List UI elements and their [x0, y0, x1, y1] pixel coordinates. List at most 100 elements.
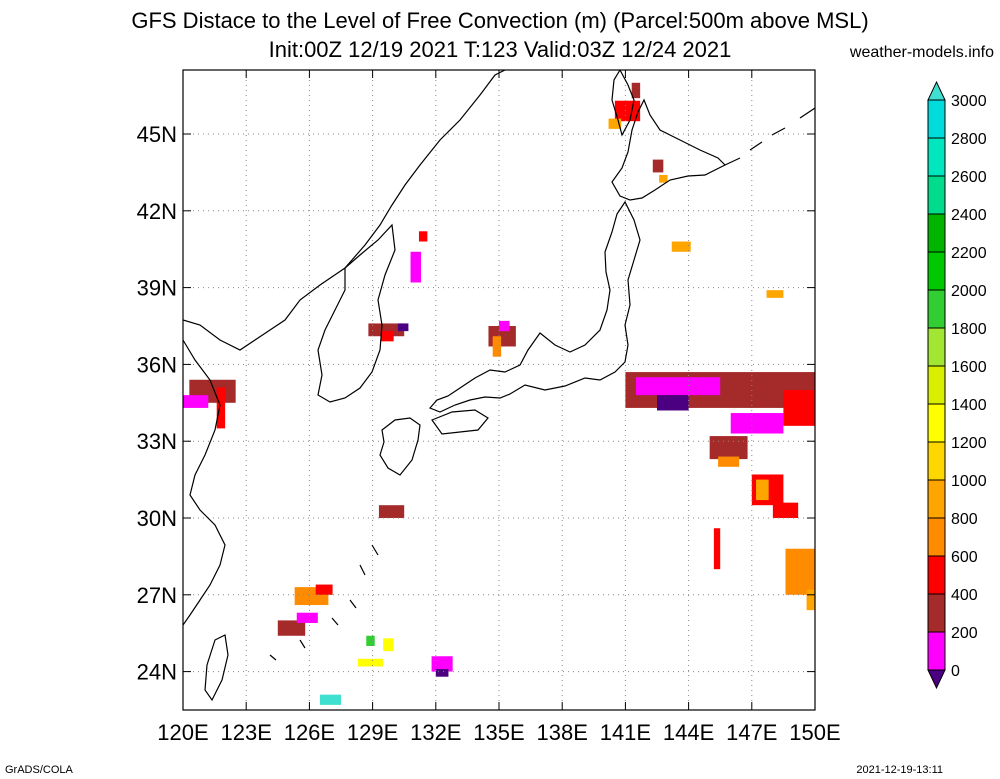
lon-label: 123E [221, 720, 272, 745]
lfc-cell-23 [806, 589, 815, 611]
colorbar-label: 2800 [951, 131, 987, 148]
lfc-cell-13 [657, 395, 689, 411]
colorbar-segment [927, 593, 946, 633]
lfc-cell-12 [635, 377, 721, 396]
map-subtitle: Init:00Z 12/19 2021 T:123 Valid:03Z 12/2… [0, 37, 1000, 63]
coastline-taiwan [204, 634, 229, 702]
lfc-cell-10 [499, 320, 510, 332]
lfc-cell-37 [435, 669, 449, 677]
lfc-cell-2 [216, 387, 226, 429]
colorbar-over [927, 80, 946, 101]
coastline-ryukyu [269, 544, 379, 661]
gridlines [183, 70, 815, 710]
colorbar-label: 600 [951, 549, 978, 566]
lon-label: 135E [473, 720, 524, 745]
lat-label: 45N [137, 122, 177, 147]
coastline-shikoku [431, 409, 489, 435]
init-valid-text: Init:00Z 12/19 2021 T:123 Valid:03Z 12/2… [268, 37, 732, 62]
colorbar-segment [927, 441, 946, 481]
lfc-cell-34 [315, 584, 333, 595]
lfc-cell-7 [418, 231, 428, 242]
lat-label: 33N [137, 429, 177, 454]
colorbar-segment [927, 631, 946, 671]
colorbar-segment [927, 175, 946, 215]
coastlines [183, 70, 815, 702]
colorbar-label: 2200 [951, 245, 987, 262]
lat-label: 36N [137, 352, 177, 377]
lfc-cell-36 [431, 656, 453, 672]
coastline-honshu [428, 200, 641, 413]
colorbar: 0 200 400 600 800 1000 1200 1400 1600 1800 2000 220… [927, 80, 987, 690]
coastline-mainland [183, 70, 506, 351]
lfc-cell-30 [766, 290, 784, 298]
footer-right: 2021-12-19-13:11 [856, 764, 943, 776]
lfc-cell-6 [410, 251, 422, 283]
lon-label: 120E [157, 720, 208, 745]
coastline-china-east [183, 339, 226, 626]
axis-ticks [182, 70, 816, 710]
lfc-cell-9 [492, 336, 502, 357]
colorbar-label: 800 [951, 511, 978, 528]
longitude-labels: 120E 123E 126E 129E 132E 135E 138E 141E 144E 147E… [157, 720, 840, 745]
footer-left: GrADS/COLA [5, 764, 73, 776]
coastline-sakhalin [611, 70, 635, 137]
colorbar-segment [927, 403, 946, 443]
colorbar-segment [927, 137, 946, 177]
map-title: GFS Distace to the Level of Free Convect… [131, 8, 869, 33]
lfc-cell-33 [296, 612, 318, 623]
lfc-cell-15 [783, 390, 815, 426]
colorbar-label: 2400 [951, 207, 987, 224]
lon-label: 138E [537, 720, 588, 745]
colorbar-label: 2600 [951, 169, 987, 186]
colorbar-segment [927, 555, 946, 595]
colorbar-segment [927, 213, 946, 253]
lon-label: 147E [726, 720, 777, 745]
colorbar-label: 2000 [951, 283, 987, 300]
coastline-kyushu [379, 417, 421, 476]
lfc-cell-1 [183, 395, 209, 408]
lon-label: 129E [347, 720, 398, 745]
colorbar-segment [927, 99, 946, 139]
colorbar-label: 0 [951, 663, 960, 680]
lfc-cell-39 [366, 635, 375, 646]
coastline-kuril [724, 107, 815, 166]
lfc-cell-14 [730, 413, 784, 434]
lon-label: 141E [600, 720, 651, 745]
colorbar-label: 1200 [951, 435, 987, 452]
lfc-cell-38 [357, 658, 384, 667]
colorbar-label: 1400 [951, 397, 987, 414]
lfc-cell-29 [671, 241, 691, 252]
lat-label: 24N [137, 660, 177, 685]
lfc-cell-32 [277, 620, 306, 636]
lfc-cell-35 [378, 505, 405, 518]
lfc-cell-16 [709, 436, 748, 460]
lat-label: 30N [137, 506, 177, 531]
lat-label: 42N [137, 199, 177, 224]
lfc-cell-41 [319, 694, 341, 705]
lfc-cell-20 [772, 502, 799, 518]
colorbar-under [927, 669, 946, 690]
colorbar-label: 200 [951, 625, 978, 642]
lfc-cell-19 [756, 479, 769, 501]
coastline-korea [317, 223, 396, 403]
colorbar-label: 3000 [951, 93, 987, 110]
lat-label: 27N [137, 583, 177, 608]
lfc-cell-5 [397, 323, 409, 332]
lon-label: 126E [284, 720, 335, 745]
lon-label: 150E [789, 720, 840, 745]
lfc-cell-27 [652, 159, 664, 173]
lfc-cell-4 [381, 331, 394, 342]
lat-label: 39N [137, 276, 177, 301]
lfc-cell-24 [614, 100, 641, 122]
colorbar-label: 400 [951, 587, 978, 604]
colorbar-segment [927, 365, 946, 405]
lfc-cell-21 [713, 528, 721, 570]
colorbar-label: 1600 [951, 359, 987, 376]
lon-label: 144E [663, 720, 714, 745]
site-label: weather-models.info [849, 44, 994, 61]
latitude-labels: 45N 42N 39N 36N 33N 30N 27N 24N [137, 122, 177, 685]
lfc-cell-3 [368, 323, 405, 337]
colorbar-segment [927, 289, 946, 329]
lfc-cell-40 [383, 638, 394, 652]
